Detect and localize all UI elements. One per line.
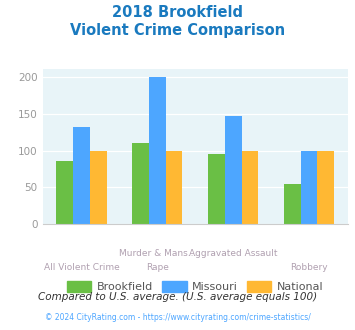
Text: 2018 Brookfield: 2018 Brookfield: [112, 5, 243, 20]
Bar: [73, 127, 90, 224]
Text: Rape: Rape: [146, 263, 169, 272]
Bar: [56, 161, 73, 224]
Bar: [225, 116, 241, 224]
Text: Murder & Mans...: Murder & Mans...: [119, 249, 196, 258]
Bar: [208, 154, 225, 224]
Bar: [241, 150, 258, 224]
Bar: [301, 151, 317, 224]
Text: All Violent Crime: All Violent Crime: [44, 263, 119, 272]
Text: Aggravated Assault: Aggravated Assault: [189, 249, 277, 258]
Legend: Brookfield, Missouri, National: Brookfield, Missouri, National: [62, 277, 328, 296]
Text: Robbery: Robbery: [290, 263, 328, 272]
Bar: [149, 77, 166, 224]
Bar: [132, 143, 149, 224]
Bar: [166, 150, 182, 224]
Text: Violent Crime Comparison: Violent Crime Comparison: [70, 23, 285, 38]
Bar: [90, 150, 106, 224]
Bar: [317, 150, 334, 224]
Text: Compared to U.S. average. (U.S. average equals 100): Compared to U.S. average. (U.S. average …: [38, 292, 317, 302]
Bar: [284, 184, 301, 224]
Text: © 2024 CityRating.com - https://www.cityrating.com/crime-statistics/: © 2024 CityRating.com - https://www.city…: [45, 313, 310, 322]
